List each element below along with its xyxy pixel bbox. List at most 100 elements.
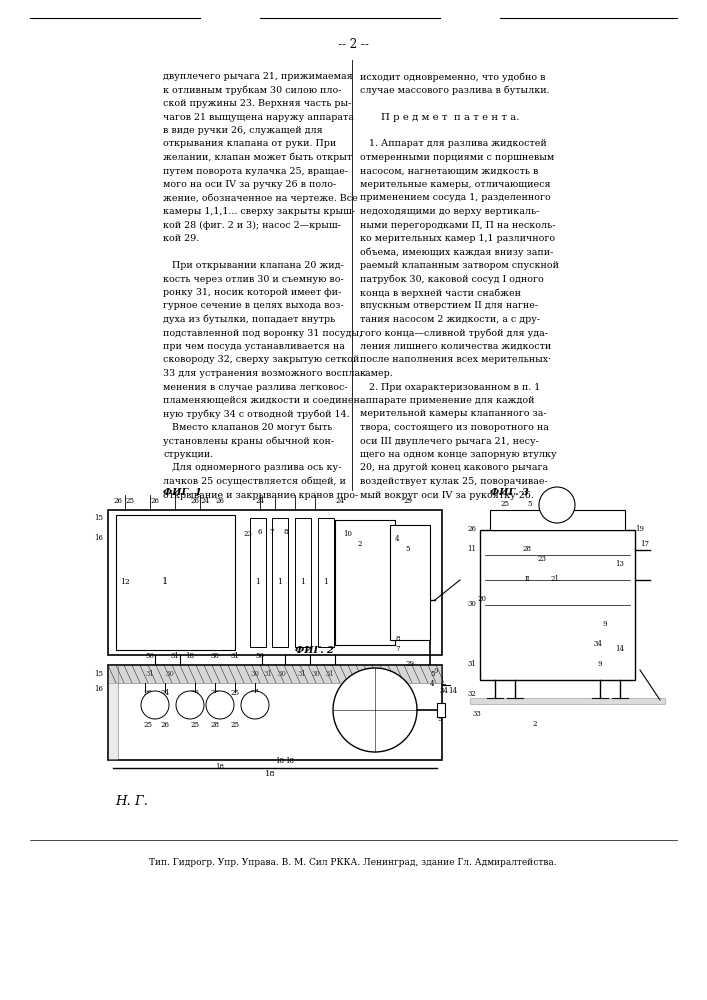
- Text: лачков 25 осуществляется общей, и: лачков 25 осуществляется общей, и: [163, 477, 346, 487]
- Text: 7: 7: [395, 645, 399, 653]
- Bar: [116, 515, 235, 650]
- Bar: [108, 510, 442, 655]
- Text: 18: 18: [286, 757, 295, 765]
- Circle shape: [176, 691, 204, 719]
- Text: кой 28 (фиг. 2 и 3); насос 2—крыш-: кой 28 (фиг. 2 и 3); насос 2—крыш-: [163, 221, 341, 230]
- Text: кость через отлив 30 и съемную во-: кость через отлив 30 и съемную во-: [163, 274, 344, 284]
- Text: менения в случае разлива легковос-: менения в случае разлива легковос-: [163, 382, 348, 391]
- Text: случае массового разлива в бутылки.: случае массового разлива в бутылки.: [360, 86, 549, 95]
- Text: патрубок 30, каковой сосуд I одного: патрубок 30, каковой сосуд I одного: [360, 274, 544, 284]
- Text: 31: 31: [325, 670, 334, 678]
- Text: -- 2 --: -- 2 --: [337, 38, 368, 51]
- Text: к отливным трубкам 30 силою пло-: к отливным трубкам 30 силою пло-: [163, 86, 341, 95]
- Text: при чем посуда устанавливается на: при чем посуда устанавливается на: [163, 342, 345, 351]
- Text: 5: 5: [430, 670, 435, 678]
- Text: струкции.: струкции.: [163, 450, 214, 459]
- Text: 19: 19: [185, 701, 194, 709]
- Text: сковороду 32, сверху закрытую сеткой: сковороду 32, сверху закрытую сеткой: [163, 356, 359, 364]
- Text: щего на одном конце запорную втулку: щего на одном конце запорную втулку: [360, 450, 556, 459]
- Text: 31: 31: [298, 670, 306, 678]
- Bar: [108, 665, 118, 760]
- Text: 24: 24: [250, 689, 259, 697]
- Circle shape: [141, 691, 169, 719]
- Bar: [437, 703, 445, 717]
- Text: 25: 25: [144, 721, 153, 729]
- Text: 26: 26: [216, 497, 225, 505]
- Text: 28: 28: [522, 545, 532, 553]
- Text: 25: 25: [190, 721, 199, 729]
- Text: 26: 26: [190, 689, 199, 697]
- Bar: [272, 518, 288, 647]
- Text: 26: 26: [151, 497, 160, 505]
- Text: жение, обозначенное на чертеже. Все: жение, обозначенное на чертеже. Все: [163, 194, 358, 203]
- Text: 20: 20: [477, 595, 486, 603]
- Bar: [108, 665, 442, 683]
- Text: 17: 17: [641, 540, 650, 548]
- Text: 5: 5: [405, 545, 409, 553]
- Text: 18: 18: [276, 757, 284, 765]
- Text: 30: 30: [467, 600, 477, 608]
- Text: гурное сечение в целях выхода воз-: гурное сечение в целях выхода воз-: [163, 302, 344, 310]
- Text: 10: 10: [344, 530, 353, 538]
- Bar: [480, 530, 635, 680]
- Text: мерительные камеры, отличающиеся: мерительные камеры, отличающиеся: [360, 180, 551, 189]
- Text: кой 29.: кой 29.: [163, 234, 199, 243]
- Circle shape: [333, 668, 417, 752]
- Text: 30: 30: [312, 670, 320, 678]
- Text: 31: 31: [264, 670, 272, 678]
- Text: Для одномерного разлива ось ку-: Для одномерного разлива ось ку-: [163, 464, 341, 473]
- Text: духа из бутылки, попадает внутрь: духа из бутылки, попадает внутрь: [163, 315, 335, 324]
- Text: 2: 2: [533, 720, 537, 728]
- Text: 20, на другой конец какового рычага: 20, на другой конец какового рычага: [360, 464, 548, 473]
- Text: Тип. Гидрогр. Упр. Управа. В. М. Сил РККА. Ленинград, здание Гл. Адмиралтейства.: Тип. Гидрогр. Упр. Управа. В. М. Сил РКК…: [149, 858, 557, 867]
- Text: 30: 30: [278, 670, 286, 678]
- Text: отмеренными порциями с поршневым: отмеренными порциями с поршневым: [360, 153, 554, 162]
- Text: 6: 6: [258, 528, 262, 536]
- Text: 15: 15: [94, 670, 103, 678]
- Text: 31: 31: [146, 670, 154, 678]
- Text: ской пружины 23. Верхняя часть ры-: ской пружины 23. Верхняя часть ры-: [163, 99, 351, 108]
- Text: камер.: камер.: [360, 369, 394, 378]
- Text: 24: 24: [201, 497, 209, 505]
- Text: 32: 32: [467, 690, 477, 698]
- Text: мерительной камеры клапанного за-: мерительной камеры клапанного за-: [360, 410, 547, 418]
- Text: 26: 26: [211, 689, 219, 697]
- Text: 14: 14: [616, 645, 624, 653]
- Text: 8: 8: [395, 635, 399, 643]
- Text: 19: 19: [151, 701, 160, 709]
- Text: 28: 28: [211, 721, 219, 729]
- Text: ко мерительных камер 1,1 различного: ко мерительных камер 1,1 различного: [360, 234, 555, 243]
- Text: ФИГ. 2: ФИГ. 2: [295, 646, 334, 655]
- Text: 30: 30: [165, 670, 175, 678]
- Text: 1: 1: [162, 578, 168, 586]
- Text: П р е д м е т  п а т е н т а.: П р е д м е т п а т е н т а.: [381, 112, 519, 121]
- Text: тания насосом 2 жидкости, а с дру-: тания насосом 2 жидкости, а с дру-: [360, 315, 540, 324]
- Text: 7: 7: [270, 528, 274, 536]
- Text: 26: 26: [114, 497, 122, 505]
- Text: твора, состоящего из поворотного на: твора, состоящего из поворотного на: [360, 423, 549, 432]
- Circle shape: [206, 691, 234, 719]
- Text: 50: 50: [146, 652, 155, 660]
- Text: 23: 23: [244, 530, 252, 538]
- Text: 24: 24: [336, 497, 344, 505]
- Text: применением сосуда 1, разделенного: применением сосуда 1, разделенного: [360, 194, 551, 202]
- Text: 29: 29: [404, 497, 412, 505]
- Text: Вместо клапанов 20 могут быть: Вместо клапанов 20 могут быть: [163, 423, 332, 432]
- Text: пламеняющейся жидкости и соединен-: пламеняющейся жидкости и соединен-: [163, 396, 363, 405]
- Text: 2: 2: [358, 540, 362, 548]
- Text: II: II: [525, 575, 530, 583]
- Text: 16: 16: [94, 685, 103, 693]
- Circle shape: [241, 691, 269, 719]
- Text: 24: 24: [160, 689, 170, 697]
- Text: 19: 19: [636, 525, 645, 533]
- Bar: [470, 698, 665, 704]
- Bar: [295, 518, 311, 647]
- Text: 1. Аппарат для разлива жидкостей: 1. Аппарат для разлива жидкостей: [360, 139, 547, 148]
- Bar: [318, 518, 334, 647]
- Text: 30: 30: [250, 670, 259, 678]
- Text: 25: 25: [126, 497, 134, 505]
- Text: воздействует кулак 25, поворачивае-: воздействует кулак 25, поворачивае-: [360, 477, 548, 486]
- Text: 31: 31: [170, 652, 180, 660]
- Text: 33 для устранения возможного воспла-: 33 для устранения возможного воспла-: [163, 369, 363, 378]
- Text: 1: 1: [324, 578, 329, 586]
